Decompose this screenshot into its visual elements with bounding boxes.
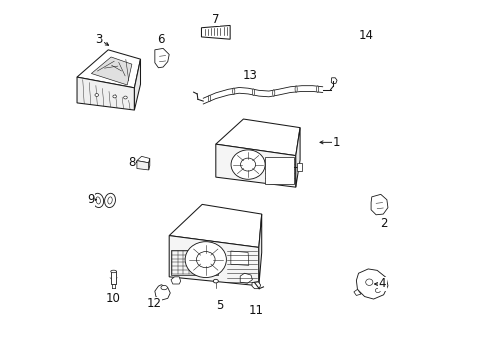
Ellipse shape <box>185 242 226 278</box>
Polygon shape <box>148 158 149 170</box>
Text: 11: 11 <box>248 305 264 318</box>
Ellipse shape <box>294 86 297 92</box>
Bar <box>264 157 293 184</box>
Text: 4: 4 <box>378 278 386 291</box>
Ellipse shape <box>93 193 103 208</box>
Polygon shape <box>91 57 132 85</box>
Polygon shape <box>137 156 149 163</box>
Ellipse shape <box>230 150 264 179</box>
Text: 10: 10 <box>106 292 121 305</box>
Polygon shape <box>77 77 134 110</box>
Polygon shape <box>169 235 258 286</box>
Text: 1: 1 <box>331 136 339 149</box>
Ellipse shape <box>316 86 318 92</box>
Ellipse shape <box>107 197 112 204</box>
Ellipse shape <box>113 95 116 98</box>
Ellipse shape <box>96 197 100 204</box>
Bar <box>297 163 301 171</box>
Polygon shape <box>230 251 248 265</box>
Ellipse shape <box>232 88 234 94</box>
Text: 13: 13 <box>242 69 257 82</box>
Text: 2: 2 <box>380 216 387 230</box>
Text: 3: 3 <box>95 33 103 46</box>
Ellipse shape <box>196 252 215 268</box>
Text: 6: 6 <box>157 33 165 46</box>
Polygon shape <box>134 59 140 110</box>
Polygon shape <box>356 269 387 299</box>
Polygon shape <box>215 144 295 187</box>
Text: 7: 7 <box>212 13 219 26</box>
Polygon shape <box>353 289 360 296</box>
Text: 8: 8 <box>127 156 135 168</box>
Ellipse shape <box>272 90 274 96</box>
Polygon shape <box>370 194 387 215</box>
Polygon shape <box>330 78 336 84</box>
Polygon shape <box>155 285 170 300</box>
Ellipse shape <box>110 270 116 273</box>
Ellipse shape <box>95 94 99 96</box>
Polygon shape <box>201 26 230 39</box>
Polygon shape <box>169 204 261 247</box>
Ellipse shape <box>213 279 218 283</box>
Ellipse shape <box>252 89 254 95</box>
Text: 9: 9 <box>87 193 95 206</box>
Polygon shape <box>77 50 140 88</box>
Polygon shape <box>251 282 260 289</box>
Text: 12: 12 <box>146 297 162 310</box>
Polygon shape <box>258 214 261 286</box>
Text: 5: 5 <box>215 299 223 312</box>
Ellipse shape <box>375 288 380 293</box>
Ellipse shape <box>104 193 115 208</box>
Ellipse shape <box>208 95 210 102</box>
Polygon shape <box>137 161 148 170</box>
Polygon shape <box>171 277 180 284</box>
Polygon shape <box>240 273 252 283</box>
Ellipse shape <box>123 96 127 99</box>
Polygon shape <box>155 48 169 68</box>
Ellipse shape <box>161 285 167 290</box>
Bar <box>110 271 116 284</box>
Text: 14: 14 <box>358 29 373 42</box>
Ellipse shape <box>240 158 255 171</box>
Ellipse shape <box>365 279 372 285</box>
Polygon shape <box>215 119 300 156</box>
Bar <box>171 250 217 275</box>
Polygon shape <box>295 128 300 187</box>
